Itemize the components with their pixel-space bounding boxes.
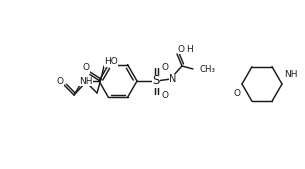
Text: N: N bbox=[169, 74, 177, 84]
Text: O: O bbox=[82, 64, 89, 73]
Text: H: H bbox=[186, 44, 193, 54]
Text: S: S bbox=[152, 75, 160, 88]
Text: CH₃: CH₃ bbox=[199, 66, 215, 75]
Text: O: O bbox=[178, 44, 185, 54]
Text: O: O bbox=[56, 78, 63, 87]
Text: HO: HO bbox=[104, 57, 118, 66]
Text: O: O bbox=[162, 91, 169, 100]
Text: O: O bbox=[162, 63, 169, 71]
Text: NH: NH bbox=[284, 70, 297, 79]
Text: NH: NH bbox=[79, 77, 93, 86]
Text: O: O bbox=[233, 89, 240, 98]
